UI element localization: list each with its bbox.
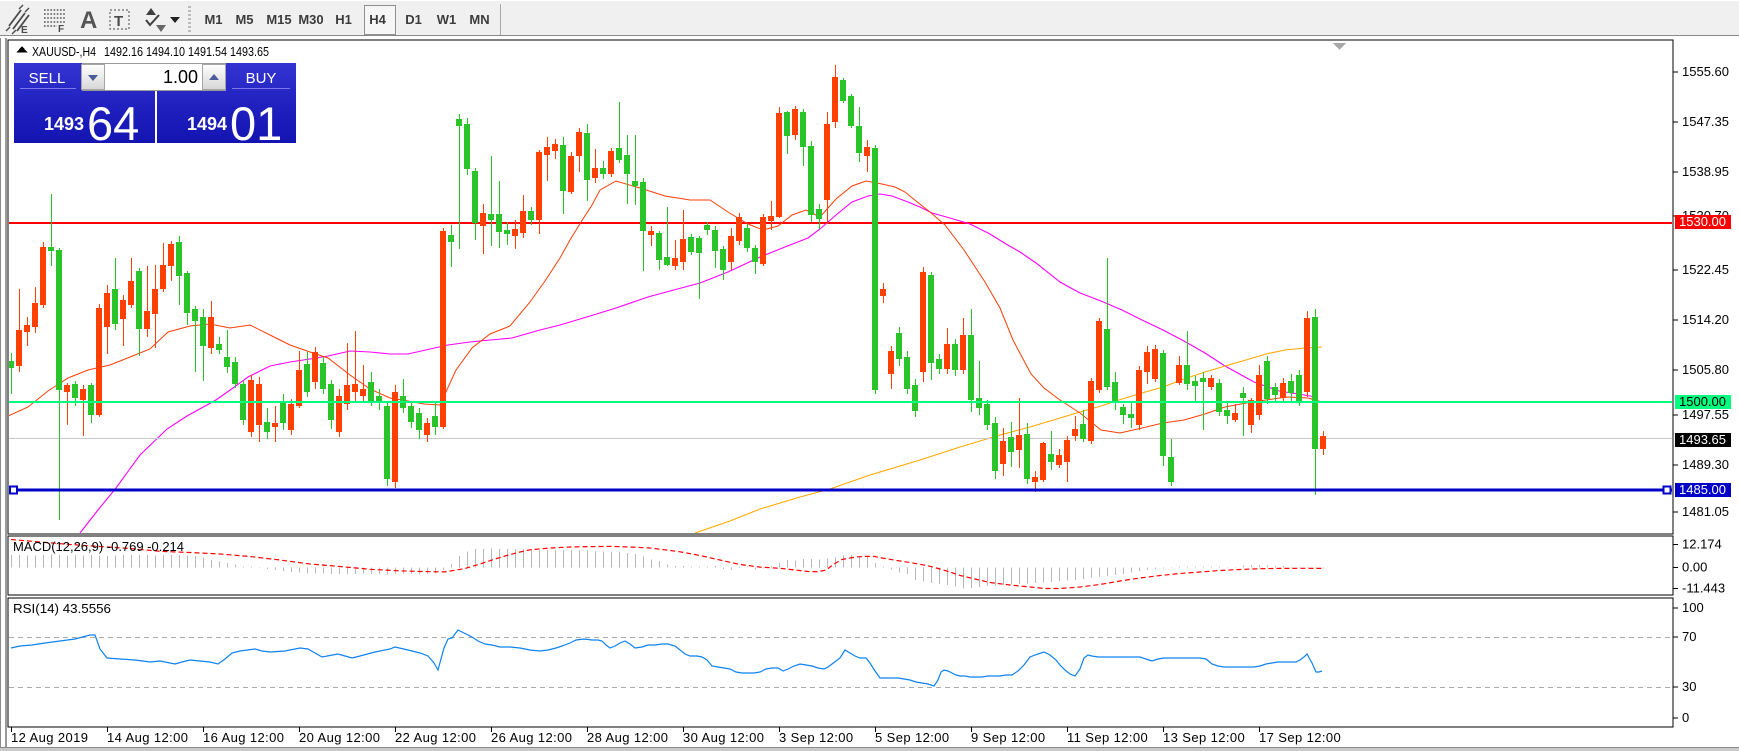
svg-text:A: A bbox=[80, 7, 97, 34]
svg-text:1489.30: 1489.30 bbox=[1682, 457, 1729, 472]
svg-text:26 Aug 12:00: 26 Aug 12:00 bbox=[491, 730, 572, 745]
svg-text:F: F bbox=[58, 24, 64, 35]
svg-text:RSI(14) 43.5556: RSI(14) 43.5556 bbox=[13, 601, 111, 616]
svg-text:0: 0 bbox=[1682, 710, 1689, 725]
svg-text:12.174: 12.174 bbox=[1682, 537, 1722, 552]
svg-text:1522.45: 1522.45 bbox=[1682, 262, 1729, 277]
svg-text:30: 30 bbox=[1682, 679, 1696, 694]
svg-text:5 Sep 12:00: 5 Sep 12:00 bbox=[875, 730, 950, 745]
svg-text:1481.05: 1481.05 bbox=[1682, 504, 1729, 519]
svg-text:1538.95: 1538.95 bbox=[1682, 164, 1729, 179]
svg-text:1500.00: 1500.00 bbox=[1679, 394, 1726, 409]
svg-text:1485.00: 1485.00 bbox=[1679, 482, 1726, 497]
svg-text:1514.20: 1514.20 bbox=[1682, 312, 1729, 327]
svg-text:20 Aug 12:00: 20 Aug 12:00 bbox=[299, 730, 380, 745]
svg-text:17 Sep 12:00: 17 Sep 12:00 bbox=[1259, 730, 1341, 745]
svg-text:28 Aug 12:00: 28 Aug 12:00 bbox=[587, 730, 668, 745]
svg-text:12 Aug 2019: 12 Aug 2019 bbox=[11, 730, 88, 745]
svg-text:E: E bbox=[21, 25, 28, 36]
svg-text:XAUUSD-,H4: XAUUSD-,H4 bbox=[32, 44, 96, 59]
svg-text:MACD(12,26,9) -0.769 -0.214: MACD(12,26,9) -0.769 -0.214 bbox=[13, 539, 184, 554]
svg-text:1493.65: 1493.65 bbox=[1679, 432, 1726, 447]
svg-text:11 Sep 12:00: 11 Sep 12:00 bbox=[1067, 730, 1148, 745]
svg-text:9 Sep 12:00: 9 Sep 12:00 bbox=[971, 730, 1046, 745]
svg-text:1555.60: 1555.60 bbox=[1682, 64, 1729, 79]
svg-text:3 Sep 12:00: 3 Sep 12:00 bbox=[779, 730, 854, 745]
svg-text:1530.00: 1530.00 bbox=[1679, 214, 1726, 229]
svg-text:14 Aug 12:00: 14 Aug 12:00 bbox=[107, 730, 188, 745]
svg-text:0.00: 0.00 bbox=[1682, 560, 1707, 575]
svg-text:1505.80: 1505.80 bbox=[1682, 362, 1729, 377]
svg-text:1492.16 1494.10 1491.54 1493.6: 1492.16 1494.10 1491.54 1493.65 bbox=[104, 44, 269, 59]
svg-text:100: 100 bbox=[1682, 600, 1704, 615]
svg-text:30 Aug 12:00: 30 Aug 12:00 bbox=[683, 730, 764, 745]
svg-text:1547.35: 1547.35 bbox=[1682, 114, 1729, 129]
svg-text:1497.55: 1497.55 bbox=[1682, 407, 1729, 422]
svg-text:T: T bbox=[114, 13, 123, 30]
svg-text:70: 70 bbox=[1682, 629, 1696, 644]
svg-text:13 Sep 12:00: 13 Sep 12:00 bbox=[1163, 730, 1245, 745]
svg-text:-11.443: -11.443 bbox=[1682, 581, 1725, 596]
svg-text:22 Aug 12:00: 22 Aug 12:00 bbox=[395, 730, 476, 745]
svg-text:16 Aug 12:00: 16 Aug 12:00 bbox=[203, 730, 284, 745]
